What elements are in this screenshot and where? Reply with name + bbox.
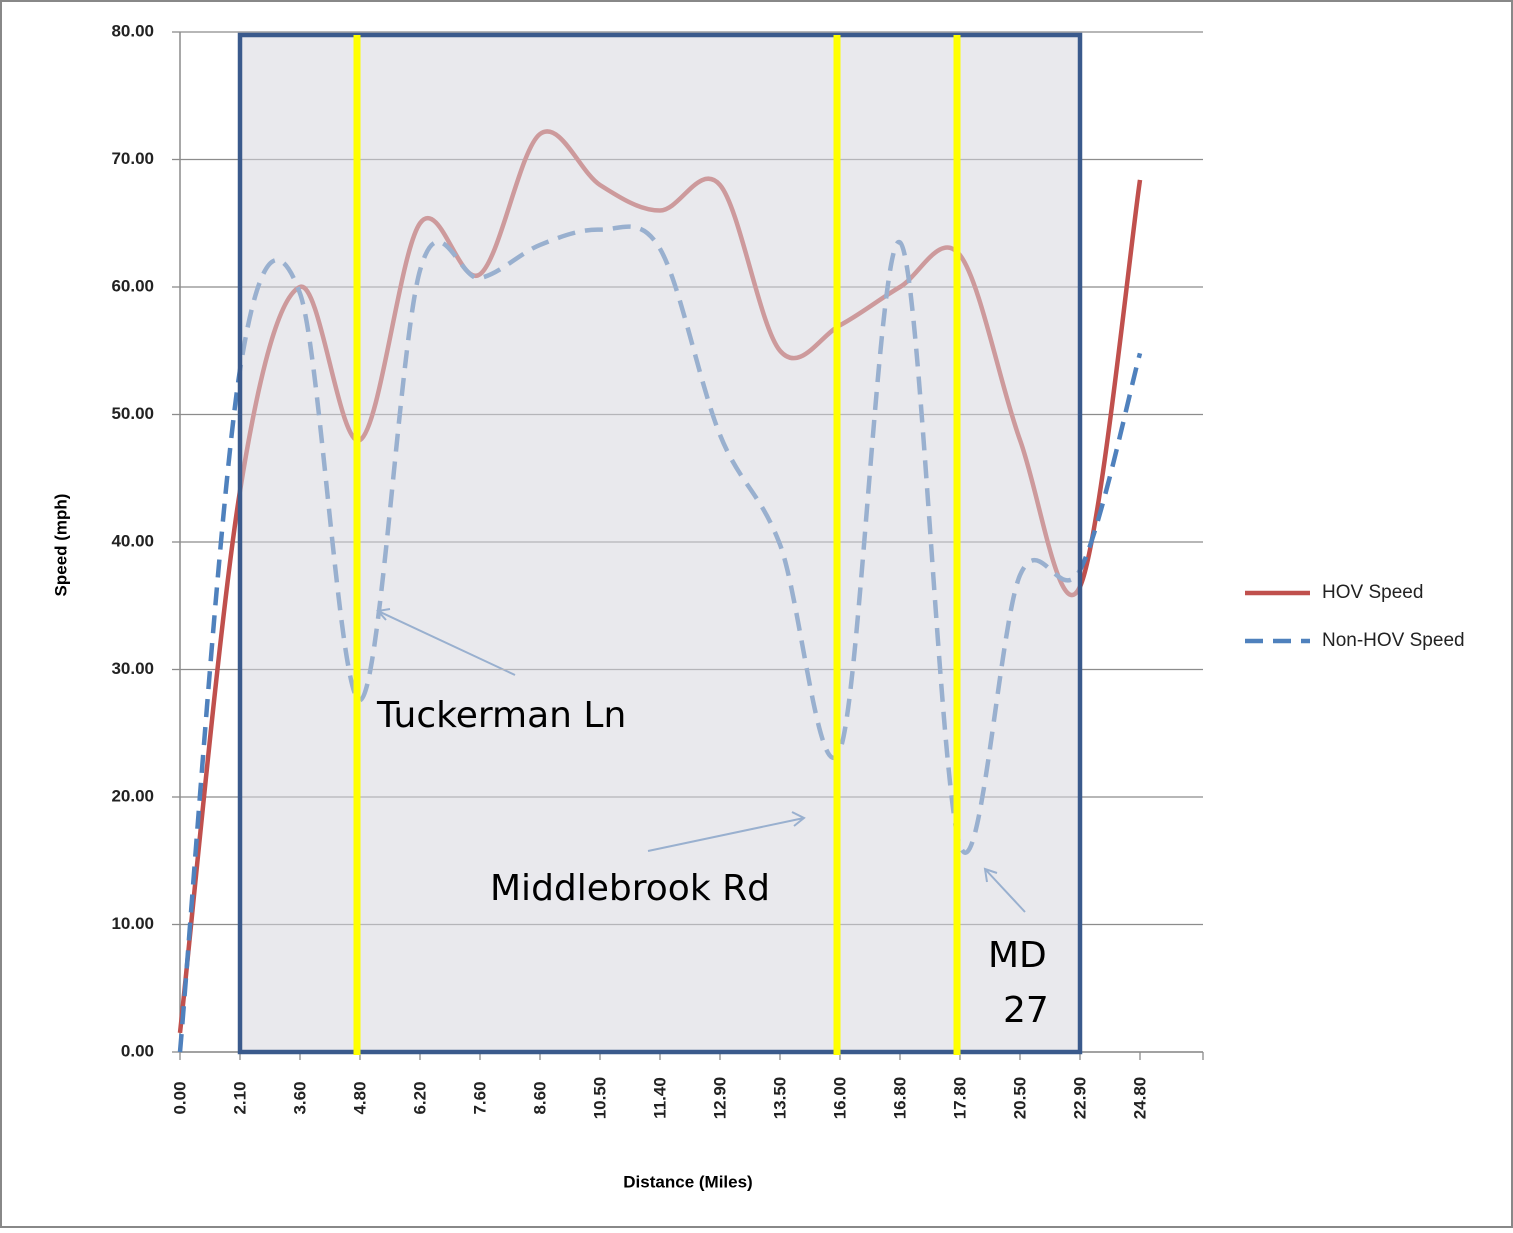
x-tick-label: 24.80 xyxy=(1130,1077,1149,1120)
annotation: Tuckerman Ln xyxy=(376,695,626,736)
x-axis-title: Distance (Miles) xyxy=(623,1172,752,1191)
y-tick-label: 20.00 xyxy=(111,786,154,805)
y-tick-label: 10.00 xyxy=(111,914,154,933)
x-tick-label: 12.90 xyxy=(710,1077,729,1120)
y-axis-title: Speed (mph) xyxy=(51,494,70,597)
y-tick-label: 0.00 xyxy=(121,1041,154,1060)
legend-label: HOV Speed xyxy=(1322,582,1423,603)
x-tick-label: 0.00 xyxy=(170,1081,189,1114)
y-tick-label: 70.00 xyxy=(111,149,154,168)
annotation: 27 xyxy=(1003,990,1049,1031)
x-tick-label: 16.00 xyxy=(830,1077,849,1120)
x-tick-label: 8.60 xyxy=(530,1081,549,1114)
annotation: MD xyxy=(988,935,1047,976)
x-tick-label: 11.40 xyxy=(650,1077,669,1119)
x-tick-label: 7.60 xyxy=(470,1081,489,1114)
x-tick-label: 16.80 xyxy=(890,1077,909,1120)
x-tick-label: 4.80 xyxy=(350,1081,369,1114)
x-tick-label: 3.60 xyxy=(290,1081,309,1114)
y-tick-label: 60.00 xyxy=(111,276,154,295)
y-tick-label: 50.00 xyxy=(111,404,154,423)
legend-label: Non-HOV Speed xyxy=(1322,630,1465,651)
x-tick-label: 6.20 xyxy=(410,1081,429,1114)
shaded-region xyxy=(237,32,1083,1055)
x-tick-label: 17.80 xyxy=(950,1077,969,1120)
annotation: Middlebrook Rd xyxy=(490,868,770,909)
y-tick-label: 30.00 xyxy=(111,659,154,678)
x-tick-label: 2.10 xyxy=(230,1081,249,1114)
y-tick-label: 40.00 xyxy=(111,531,154,550)
x-tick-label: 20.50 xyxy=(1010,1077,1029,1120)
y-tick-label: 80.00 xyxy=(111,21,154,40)
x-tick-label: 10.50 xyxy=(590,1077,609,1120)
x-tick-label: 13.50 xyxy=(770,1077,789,1120)
x-tick-label: 22.90 xyxy=(1070,1077,1089,1120)
